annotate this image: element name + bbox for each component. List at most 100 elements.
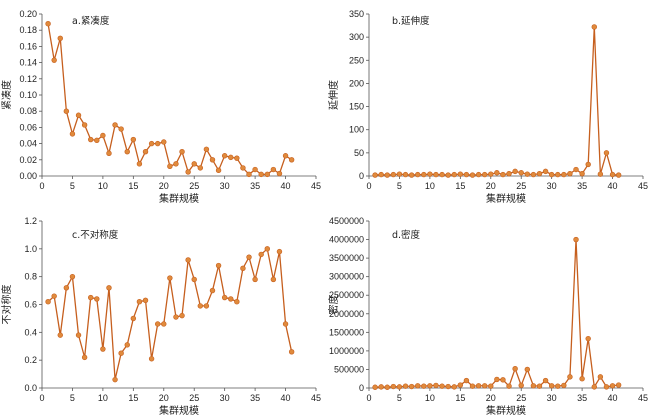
data-point [57,332,63,338]
data-point [384,172,390,178]
y-tick-label: 0.8 [24,272,37,282]
data-point [221,294,228,301]
data-point [445,172,451,178]
x-tick-label: 45 [311,181,321,191]
y-tick-label: 300 [349,32,364,42]
data-point [530,383,537,389]
data-point [585,161,591,168]
x-tick-label: 30 [220,181,230,191]
data-point [536,383,543,389]
data-point [512,366,518,372]
data-point [597,374,604,380]
data-point [154,321,161,327]
data-point [524,366,531,373]
data-point [536,170,543,177]
data-point [81,122,88,128]
x-tick-label: 20 [159,181,169,191]
data-point [270,166,277,173]
y-tick-label: 0 [359,383,364,393]
data-point [555,383,561,389]
data-point [179,312,185,319]
data-point [276,170,283,177]
x-tick-label: 5 [70,393,75,403]
data-point [384,384,390,390]
data-point [215,262,222,269]
data-point [573,236,579,243]
data-point [57,35,63,41]
data-point [288,157,295,163]
data-point [615,382,622,388]
data-point [167,163,173,169]
data-point [396,171,403,177]
y-tick-label: 0.04 [19,139,37,149]
data-point [408,383,415,390]
data-point [106,285,112,291]
data-point [161,321,167,327]
data-point [402,383,409,389]
x-tick-label: 0 [366,181,371,191]
y-tick-label: 1500000 [329,327,364,337]
data-point [457,171,464,177]
x-tick-label: 10 [98,393,108,403]
data-point [415,171,421,178]
y-tick-label: 0 [359,171,364,181]
x-tick-label: 10 [98,181,108,191]
data-point [469,172,476,178]
data-point [421,171,427,178]
y-tick-label: 0.4 [24,327,37,337]
y-tick-label: 4000000 [329,235,364,245]
data-point [185,169,191,175]
data-point [597,171,604,177]
data-point [258,171,264,178]
y-tick-label: 0.00 [19,171,37,181]
y-tick-label: 0.08 [19,106,37,116]
x-tick-label: 5 [397,393,402,403]
x-tick-label: 30 [220,393,230,403]
x-tick-label: 35 [577,393,587,403]
x-tick-label: 45 [638,181,648,191]
data-point [561,382,567,389]
data-point [561,171,567,178]
data-point [427,383,433,389]
data-point [118,350,124,356]
data-point [258,251,264,258]
panel-title: d.密度 [392,229,421,241]
data-point [506,170,512,177]
data-point [234,155,240,161]
x-tick-label: 20 [486,393,496,403]
data-point [197,303,204,309]
x-tick-label: 45 [638,393,648,403]
x-tick-label: 5 [70,181,75,191]
data-point [252,276,258,283]
data-point [451,384,457,390]
data-point [81,354,88,361]
data-point [173,314,179,320]
data-point [603,150,610,156]
y-tick-label: 0.0 [24,383,37,393]
data-point [106,150,112,157]
data-point [475,171,482,178]
x-tick-label: 25 [516,393,526,403]
data-point [100,346,106,352]
data-point [215,167,222,174]
data-point [118,126,124,132]
x-tick-label: 0 [39,181,44,191]
data-point [390,171,397,178]
y-tick-label: 250 [349,55,364,65]
data-point [288,349,295,355]
data-point [494,376,500,383]
y-tick-label: 200 [349,78,364,88]
data-point [439,383,445,389]
y-tick-label: 1.0 [24,244,37,254]
data-point [112,376,118,383]
x-tick-label: 15 [455,393,465,403]
y-tick-label: 4500000 [329,216,364,226]
data-point [591,24,597,30]
data-point [555,171,561,178]
data-point [228,296,234,302]
x-tick-label: 30 [547,181,557,191]
y-tick-label: 150 [349,102,364,112]
